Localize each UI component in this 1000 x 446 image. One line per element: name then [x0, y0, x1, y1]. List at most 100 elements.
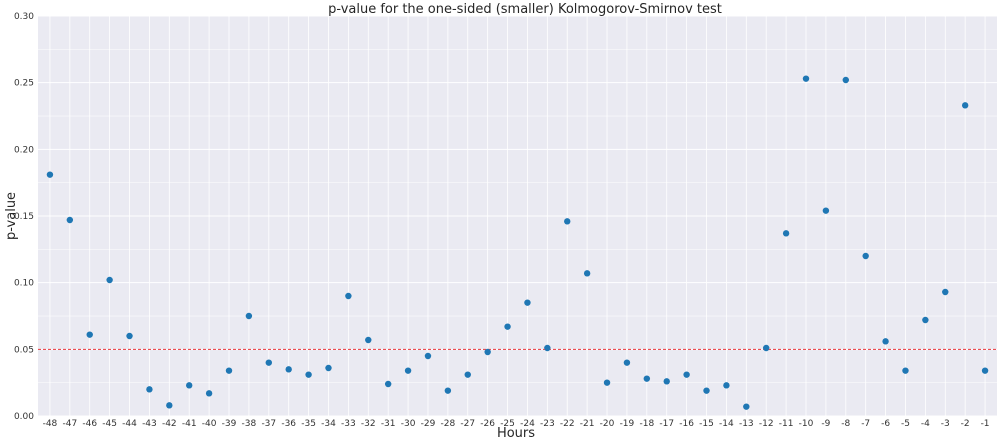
x-tick-label: -29 [421, 419, 436, 429]
y-tick-label: 0.15 [14, 212, 34, 222]
data-point [265, 359, 272, 366]
x-tick-label: -1 [981, 419, 990, 429]
x-tick-label: -43 [142, 419, 157, 429]
x-tick-label: -47 [62, 419, 77, 429]
x-tick-label: -31 [381, 419, 396, 429]
x-tick-label: -10 [799, 419, 814, 429]
data-point [583, 270, 591, 277]
x-axis-ticks: -48 -47 -46 -45 -44 -43 -42 -41 -40 -39 -38 -37 -36-… [43, 419, 990, 429]
x-tick-label: -2 [961, 419, 970, 429]
x-tick-label: -44 [122, 419, 137, 429]
x-tick-label: -34 [321, 419, 336, 429]
y-axis-label: p-value [4, 192, 19, 240]
data-point [603, 379, 611, 386]
data-point [46, 171, 54, 178]
data-point [285, 366, 292, 373]
data-point [86, 331, 93, 338]
data-point [146, 386, 153, 393]
data-point [205, 390, 213, 397]
x-tick-label: -37 [261, 419, 276, 429]
x-tick-label: -36 [281, 419, 296, 429]
data-point [763, 344, 770, 352]
x-tick-label: -9 [821, 419, 830, 429]
data-point [643, 375, 651, 382]
y-tick-label: 0.30 [14, 12, 34, 22]
data-point [225, 367, 233, 374]
x-tick-label: -38 [242, 419, 257, 429]
x-tick-label: -17 [659, 419, 674, 429]
data-point [186, 382, 193, 389]
x-tick-label: -33 [341, 419, 356, 429]
data-point [802, 75, 810, 82]
data-point [782, 230, 790, 237]
x-tick-label: -8 [841, 419, 850, 429]
x-tick-label: -19 [620, 419, 635, 429]
x-tick-label: -23 [540, 419, 555, 429]
data-point [484, 348, 491, 356]
y-tick-label: 0.00 [14, 412, 34, 422]
data-point [384, 380, 392, 388]
x-tick-label: -18 [639, 419, 654, 429]
data-point [106, 276, 113, 284]
data-points [46, 75, 989, 410]
y-tick-label: 0.05 [14, 345, 34, 355]
x-tick-label: -13 [739, 419, 754, 429]
data-point [424, 352, 432, 360]
data-point [623, 359, 631, 366]
x-tick-label: -14 [719, 419, 734, 429]
data-point [822, 207, 830, 214]
data-point [444, 387, 452, 394]
y-tick-label: 0.20 [14, 145, 34, 155]
data-point [961, 102, 969, 109]
x-tick-label: -5 [901, 419, 910, 429]
y-tick-label: 0.10 [14, 279, 34, 289]
data-point [723, 382, 730, 389]
x-tick-label: -24 [520, 419, 535, 429]
data-point [922, 316, 929, 324]
x-tick-label: -42 [162, 419, 177, 429]
data-point [524, 299, 531, 306]
y-tick-label: 0.25 [14, 79, 34, 89]
x-tick-label: -48 [43, 419, 58, 429]
x-tick-label: -4 [921, 419, 930, 429]
x-tick-label: -21 [580, 419, 595, 429]
data-point [126, 332, 133, 340]
data-point [902, 367, 909, 374]
x-tick-label: -30 [401, 419, 416, 429]
x-tick-label: -28 [441, 419, 456, 429]
x-tick-label: -16 [679, 419, 694, 429]
x-tick-label: -20 [600, 419, 615, 429]
x-tick-label: -3 [941, 419, 950, 429]
data-point [365, 336, 372, 344]
data-point [683, 371, 690, 378]
x-tick-label: -25 [500, 419, 515, 429]
data-point [325, 364, 332, 372]
x-tick-label: -22 [560, 419, 575, 429]
x-tick-label: -26 [480, 419, 495, 429]
data-point [743, 403, 750, 410]
data-point [66, 216, 74, 224]
data-point [703, 387, 710, 394]
data-point [404, 367, 412, 374]
data-point [544, 344, 551, 352]
x-tick-label: -32 [361, 419, 376, 429]
x-tick-label: -12 [759, 419, 774, 429]
data-point [862, 252, 869, 260]
data-point [464, 371, 471, 378]
data-point [504, 323, 511, 330]
x-tick-label: -11 [779, 419, 794, 429]
data-point [842, 76, 849, 84]
x-tick-label: -15 [699, 419, 714, 429]
data-point [981, 367, 989, 374]
data-point [305, 371, 312, 378]
x-tick-label: -7 [861, 419, 870, 429]
data-point [166, 402, 173, 409]
x-tick-label: -41 [182, 419, 197, 429]
x-tick-label: -40 [202, 419, 217, 429]
x-tick-label: -27 [460, 419, 475, 429]
y-axis-ticks: 0.00 0.05 0.10 0.15 0.20 0.25 0.30 [14, 12, 34, 422]
data-point [882, 338, 889, 345]
data-point [345, 292, 352, 300]
